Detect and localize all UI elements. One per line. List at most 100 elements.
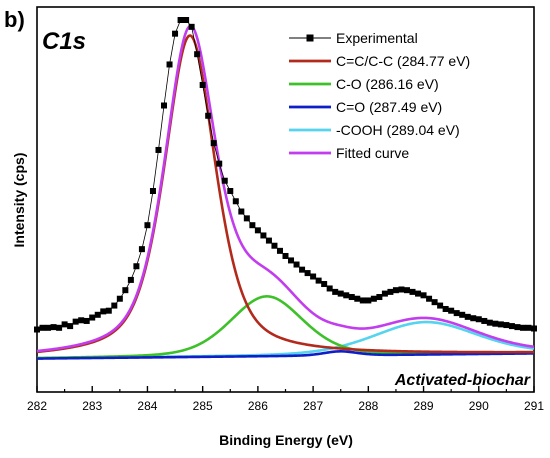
- experimental-point: [199, 81, 206, 88]
- experimental-point: [453, 310, 460, 317]
- experimental-point: [525, 324, 532, 331]
- experimental-point: [177, 17, 184, 23]
- experimental-point: [387, 288, 394, 295]
- experimental-point: [514, 324, 521, 331]
- experimental-point: [61, 321, 68, 328]
- curves-layer: [36, 24, 535, 360]
- experimental-point: [105, 307, 112, 314]
- x-tick-label: 289: [414, 399, 434, 413]
- experimental-point: [459, 311, 466, 318]
- experimental-point: [260, 232, 267, 239]
- experimental-point: [348, 294, 355, 301]
- sample-label: Activated-biochar: [394, 372, 531, 389]
- experimental-point: [431, 299, 438, 306]
- experimental-point: [409, 288, 416, 295]
- experimental-point: [508, 323, 515, 330]
- experimental-point: [531, 325, 537, 332]
- experimental-point: [188, 23, 195, 30]
- experimental-point: [343, 292, 350, 299]
- experimental-point: [232, 198, 239, 205]
- legend-entry: C-O (286.16 eV): [336, 76, 439, 92]
- experimental-point: [481, 317, 488, 324]
- experimental-point: [304, 270, 311, 277]
- x-axis-title: Binding Energy (eV): [219, 432, 353, 448]
- experimental-markers: [34, 17, 537, 333]
- experimental-point: [265, 237, 272, 244]
- experimental-point: [282, 252, 289, 259]
- experimental-point: [293, 261, 300, 268]
- x-tick-label: 287: [303, 399, 323, 413]
- experimental-point: [365, 297, 372, 304]
- experimental-point: [34, 326, 40, 333]
- experimental-point: [89, 314, 96, 321]
- experimental-point: [359, 297, 366, 304]
- legend-entry: C=C/C-C (284.77 eV): [336, 53, 470, 69]
- experimental-point: [276, 247, 283, 254]
- experimental-point: [486, 319, 493, 326]
- panel-label: b): [4, 7, 25, 32]
- experimental-point: [398, 286, 405, 293]
- experimental-point: [172, 30, 179, 37]
- legend: Experimental C=C/C-C (284.77 eV) C-O (286.…: [289, 30, 470, 161]
- legend-swatch-marker: [306, 34, 314, 42]
- experimental-point: [149, 188, 156, 194]
- experimental-point: [67, 323, 74, 330]
- experimental-point: [83, 317, 90, 324]
- experimental-point: [161, 102, 168, 109]
- experimental-point: [50, 324, 57, 331]
- experimental-point: [415, 290, 422, 297]
- experimental-point: [100, 308, 107, 315]
- experimental-point: [354, 295, 361, 302]
- experimental-point: [254, 227, 261, 234]
- experimental-point: [122, 287, 129, 294]
- experimental-point: [155, 146, 162, 153]
- experimental-point: [315, 277, 322, 284]
- experimental-point: [370, 295, 377, 302]
- experimental-point: [39, 324, 46, 331]
- experimental-point: [442, 305, 449, 312]
- series-line-5: [36, 24, 535, 353]
- experimental-point: [497, 321, 504, 328]
- experimental-point: [116, 295, 123, 302]
- x-tick-label: 291: [524, 399, 544, 413]
- experimental-point: [166, 61, 173, 68]
- experimental-point: [227, 188, 234, 194]
- experimental-point: [470, 315, 477, 322]
- experimental-point: [492, 320, 499, 327]
- experimental-point: [326, 285, 333, 292]
- x-tick-label: 285: [193, 399, 213, 413]
- experimental-point: [519, 324, 526, 331]
- y-axis-title: Intensity (cps): [11, 153, 27, 248]
- experimental-point: [249, 222, 256, 229]
- experimental-point: [133, 263, 140, 270]
- legend-entry: Fitted curve: [336, 145, 409, 161]
- experimental-point: [111, 302, 118, 309]
- experimental-point: [271, 242, 278, 249]
- experimental-point: [205, 112, 212, 119]
- experimental-point: [310, 273, 317, 280]
- experimental-point: [403, 287, 410, 294]
- experimental-point: [376, 294, 383, 301]
- x-tick-label: 290: [469, 399, 489, 413]
- experimental-point: [183, 17, 190, 23]
- experimental-point: [210, 140, 217, 147]
- x-tick-label: 283: [82, 399, 102, 413]
- experimental-point: [437, 302, 444, 309]
- experimental-point: [72, 318, 79, 325]
- experimental-point: [464, 313, 471, 320]
- experimental-point: [221, 177, 228, 184]
- experimental-point: [503, 322, 510, 329]
- experimental-point: [475, 316, 482, 323]
- peak-label: C1s: [42, 28, 86, 55]
- experimental-point: [288, 257, 295, 264]
- legend-entry: Experimental: [336, 30, 418, 46]
- x-tick-label: 284: [137, 399, 157, 413]
- series-line-3: [36, 350, 535, 360]
- x-tick-label: 286: [248, 399, 268, 413]
- x-axis-ticks: 282 283 284 285 286 287 288 289 290 291: [27, 386, 544, 413]
- experimental-point: [127, 276, 134, 283]
- x-tick-label: 288: [358, 399, 378, 413]
- experimental-point: [194, 51, 201, 58]
- experimental-point: [94, 311, 101, 318]
